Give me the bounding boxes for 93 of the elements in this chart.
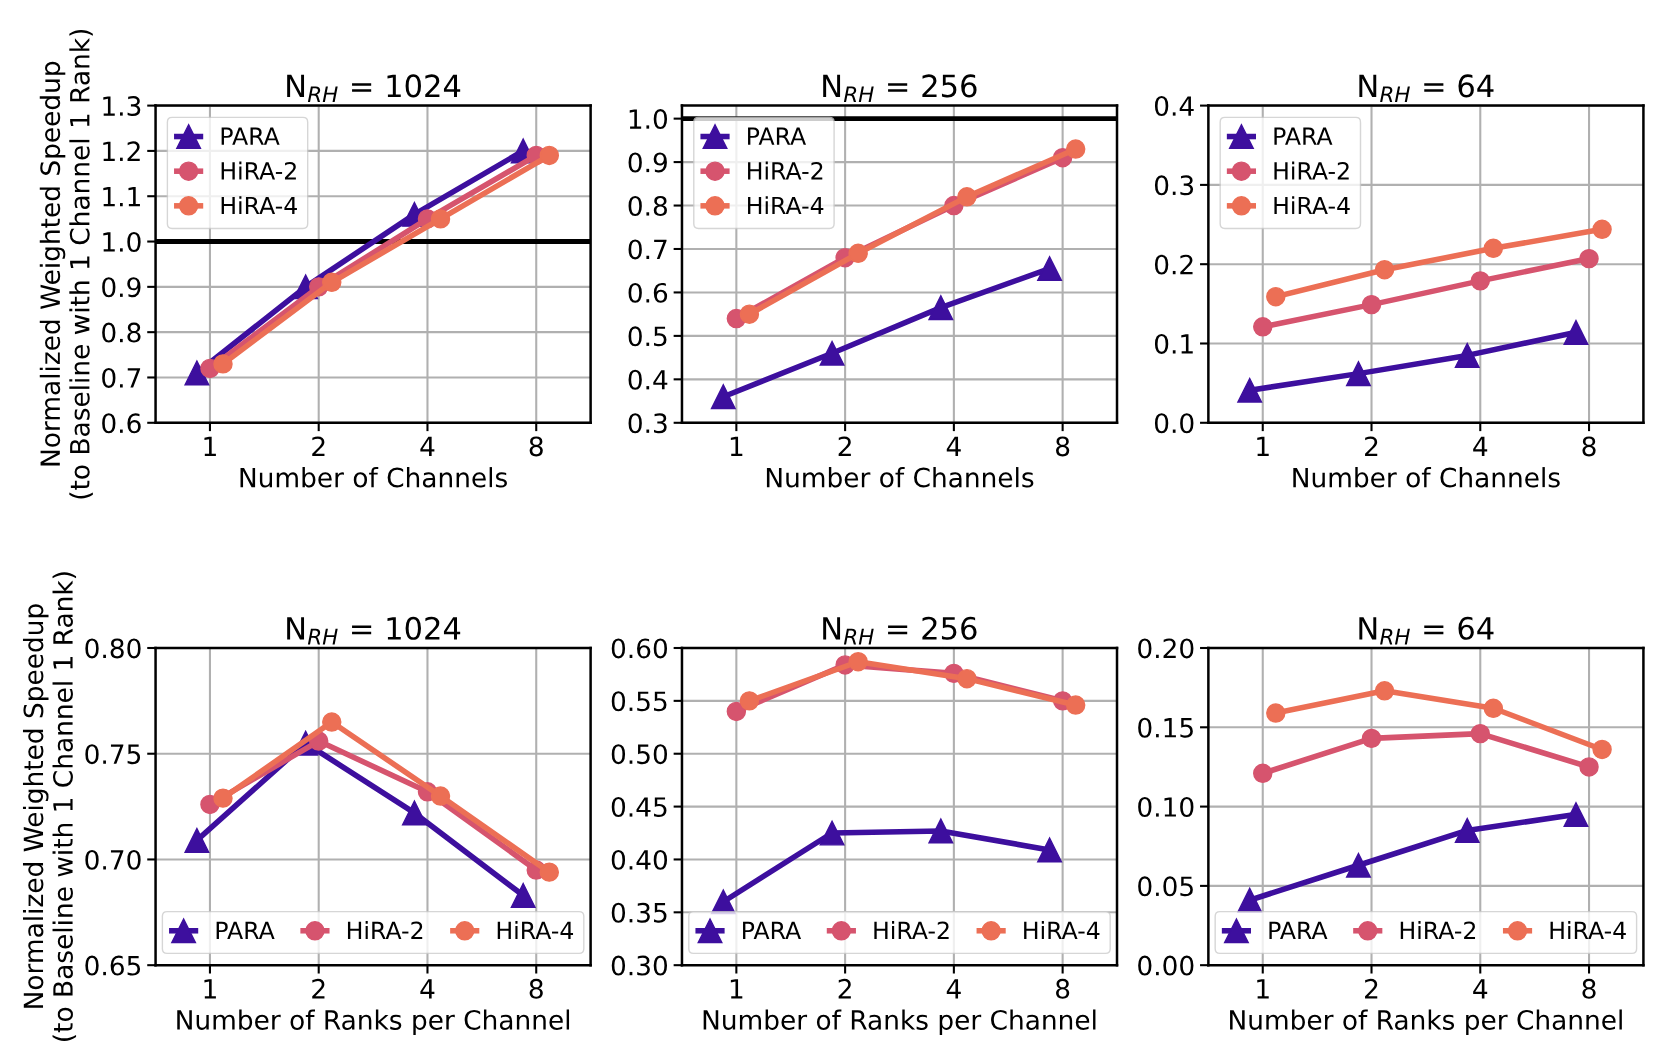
x-tick-label: 1	[204, 979, 216, 999]
y-tick-label: 0.8	[628, 195, 667, 216]
x-tick-label: 4	[946, 436, 961, 457]
x-tick-label: 2	[312, 436, 325, 457]
x-axis-title: Number of Ranks per Channel	[703, 1009, 1096, 1036]
x-tick-label: 4	[1473, 979, 1488, 999]
x-tick-label: 4	[1473, 436, 1488, 457]
legend-label: HiRA-4	[221, 196, 297, 215]
y-tick-label: 0.70	[85, 849, 141, 870]
x-tick-label: 1	[204, 436, 216, 457]
x-tick-label: 1	[730, 436, 743, 457]
x-tick-label: 1	[1257, 979, 1269, 999]
y-tick-label: 0.50	[611, 744, 668, 765]
y-tick-label: 0.0	[1154, 413, 1194, 434]
y-tick-label: 0.7	[628, 239, 667, 260]
x-tick-label: 4	[420, 979, 435, 999]
y-tick-label: 0.60	[611, 638, 668, 659]
x-tick-label: 2	[838, 436, 851, 457]
y-tick-label: 0.10	[1138, 797, 1194, 817]
y-tick-label: 0.30	[611, 955, 668, 976]
chart-title: N$_{RH}$ = 1024	[287, 616, 461, 645]
x-tick-label: 8	[529, 436, 543, 457]
x-axis-title: Number of Channels	[1293, 467, 1560, 488]
y-axis-title: Normalized Weighted Speedup (to Baseline with 1 Channel 1 Rank)	[22, 572, 77, 1041]
legend-label: HiRA-2	[347, 921, 423, 940]
legend-label: PARA	[748, 127, 807, 145]
y-tick-label: 0.20	[1138, 638, 1194, 659]
y-tick-label: 0.9	[628, 152, 667, 173]
legend-label: HiRA-4	[497, 921, 574, 940]
legend-label: HiRA-4	[1274, 196, 1350, 215]
y-tick-label: 0.3	[628, 413, 667, 434]
y-tick-label: 1.0	[629, 109, 668, 130]
y-tick-label: 0.7	[102, 367, 141, 388]
x-axis-title: Number of Ranks per Channel	[177, 1009, 570, 1036]
x-tick-label: 8	[529, 978, 543, 999]
chart-title: N$_{RH}$ = 64	[1359, 74, 1494, 103]
legend-label: PARA	[743, 921, 802, 940]
x-axis-title: Number of Channels	[766, 467, 1034, 488]
chart-title: N$_{RH}$ = 256	[823, 616, 977, 645]
x-tick-label: 2	[312, 978, 325, 999]
legend-label: HiRA-2	[748, 161, 823, 180]
legend-label: PARA	[1269, 921, 1328, 940]
legend-label: HiRA-4	[748, 196, 824, 215]
chart-title: N$_{RH}$ = 64	[1359, 616, 1494, 645]
legend-label: HiRA-4	[1024, 921, 1100, 940]
y-tick-label: 0.3	[1154, 175, 1194, 196]
legend-label: HiRA-2	[221, 161, 296, 180]
y-tick-label: 0.5	[628, 326, 667, 347]
chart-title: N$_{RH}$ = 1024	[287, 74, 461, 103]
y-tick-label: 0.4	[1154, 96, 1194, 116]
x-tick-label: 2	[1365, 436, 1378, 457]
x-tick-label: 4	[946, 979, 961, 999]
x-tick-label: 8	[1582, 978, 1596, 999]
legend-label: HiRA-2	[874, 921, 949, 940]
y-tick-label: 0.00	[1138, 955, 1194, 976]
legend-label: HiRA-4	[1550, 921, 1626, 940]
y-tick-label: 0.6	[628, 282, 668, 303]
x-tick-label: 1	[730, 979, 743, 999]
y-tick-label: 0.55	[611, 691, 667, 712]
y-tick-label: 0.1	[1154, 333, 1193, 354]
y-tick-label: 1.1	[103, 187, 140, 207]
x-tick-label: 2	[838, 978, 851, 999]
x-tick-label: 2	[1365, 978, 1378, 999]
y-tick-label: 1.2	[103, 141, 140, 161]
legend-label: PARA	[216, 921, 275, 940]
y-tick-label: 0.2	[1154, 254, 1193, 275]
legend-label: PARA	[1274, 127, 1333, 145]
x-tick-label: 8	[1056, 436, 1070, 457]
x-tick-label: 8	[1582, 436, 1596, 457]
y-axis-title: Normalized Weighted Speedup (to Baseline with 1 Channel 1 Rank)	[39, 29, 93, 499]
x-tick-label: 8	[1056, 978, 1070, 999]
x-axis-title: Number of Ranks per Channel	[1230, 1009, 1622, 1036]
y-tick-label: 1.0	[103, 231, 141, 252]
y-tick-label: 0.9	[102, 277, 141, 298]
chart-title: N$_{RH}$ = 256	[823, 74, 977, 103]
x-tick-label: 4	[420, 436, 435, 457]
legend-label: PARA	[221, 127, 280, 145]
x-tick-label: 1	[1257, 436, 1269, 457]
y-tick-label: 0.4	[628, 369, 668, 390]
y-tick-label: 0.8	[102, 322, 141, 343]
y-tick-label: 0.6	[102, 413, 141, 434]
y-tick-label: 0.75	[85, 744, 141, 765]
y-tick-label: 0.15	[1138, 717, 1193, 738]
y-tick-label: 0.45	[611, 797, 667, 817]
x-axis-title: Number of Channels	[240, 467, 507, 488]
y-tick-label: 0.65	[85, 955, 141, 976]
legend-label: HiRA-2	[1274, 161, 1349, 180]
y-tick-label: 1.3	[103, 96, 141, 116]
legend-label: HiRA-2	[1400, 921, 1476, 940]
y-tick-label: 0.40	[611, 849, 668, 870]
y-tick-label: 0.80	[85, 638, 141, 659]
y-tick-label: 0.35	[611, 902, 667, 923]
y-tick-label: 0.05	[1138, 876, 1193, 897]
